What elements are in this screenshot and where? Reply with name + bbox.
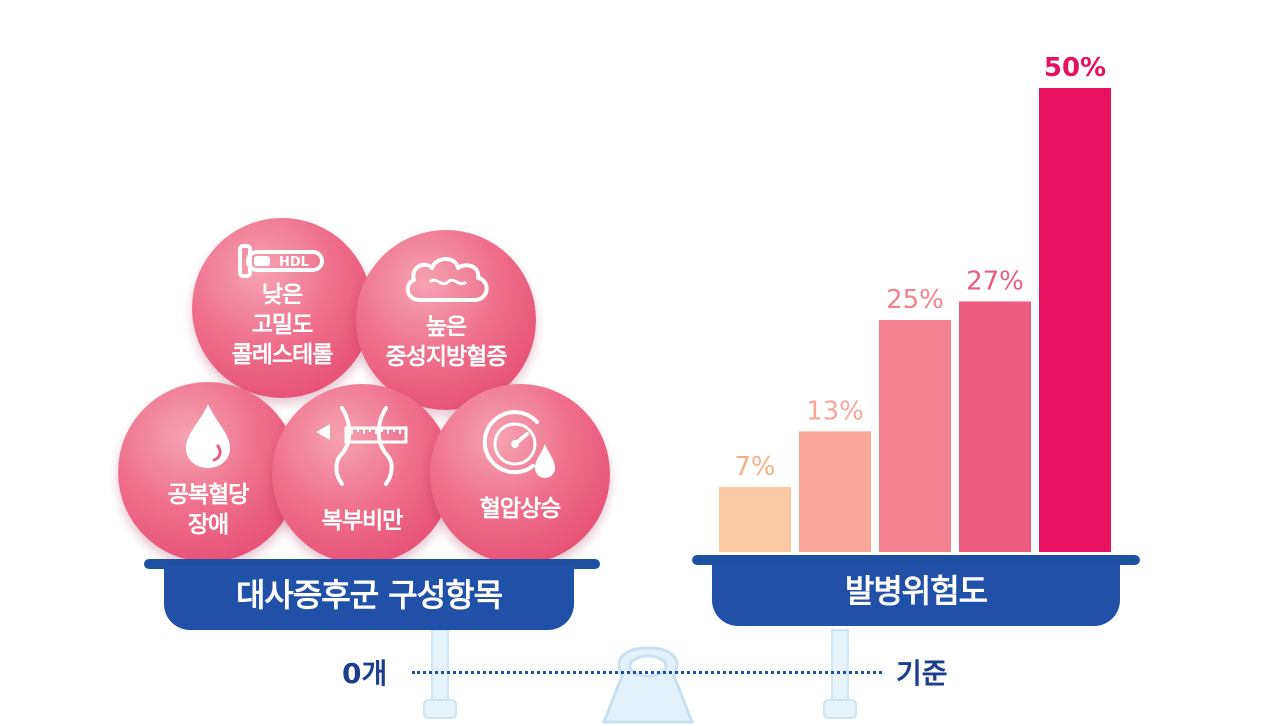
component-high-triglyceride: 높은 중성지방혈증	[356, 230, 536, 410]
risk-title: 발병위험도	[844, 572, 988, 610]
components-title: 대사증후군 구성항목	[235, 576, 503, 614]
component-label: 낮은 고밀도 콜레스테롤	[231, 282, 334, 368]
risk-bar-label: 25%	[886, 285, 944, 315]
component-label: 공복혈당 장애	[167, 482, 250, 538]
component-high-blood-pressure: 혈압상승	[430, 384, 610, 564]
component-label: 높은 중성지방혈증	[385, 314, 508, 370]
risk-bar-label: 13%	[806, 396, 864, 426]
components-title-plate: 대사증후군 구성항목	[164, 566, 574, 630]
risk-bar-label: 50%	[1044, 53, 1106, 83]
risk-title-plate: 발병위험도	[712, 562, 1120, 626]
right-platform-bar	[692, 555, 1140, 565]
blood-drop-icon	[186, 404, 230, 468]
risk-bar	[719, 487, 791, 552]
cloud-icon	[405, 257, 489, 302]
risk-bar	[799, 431, 871, 552]
component-abdominal-obesity: 복부비만	[272, 384, 452, 564]
blood-pressure-gauge-icon	[482, 410, 555, 478]
risk-bar-label: 27%	[966, 266, 1024, 296]
hdl-icon-text: HDL	[279, 255, 309, 270]
risk-bar	[879, 320, 951, 552]
component-label: 복부비만	[321, 508, 404, 534]
scale-right-label: 기준	[896, 657, 948, 690]
left-platform-bar	[144, 559, 600, 569]
component-label: 혈압상승	[479, 496, 562, 522]
scale-left-label: 0개	[342, 657, 388, 690]
component-fasting-glucose: 공복혈당 장애	[118, 382, 298, 562]
test-tube-icon: HDL	[238, 244, 324, 278]
component-low-hdl: HDL 낮은 고밀도 콜레스테롤	[192, 218, 372, 398]
scale-dotted-line	[412, 671, 882, 674]
risk-bar	[1039, 88, 1111, 552]
risk-bar-label: 7%	[734, 452, 775, 482]
waist-measure-icon	[316, 406, 408, 486]
risk-bar	[959, 301, 1031, 552]
